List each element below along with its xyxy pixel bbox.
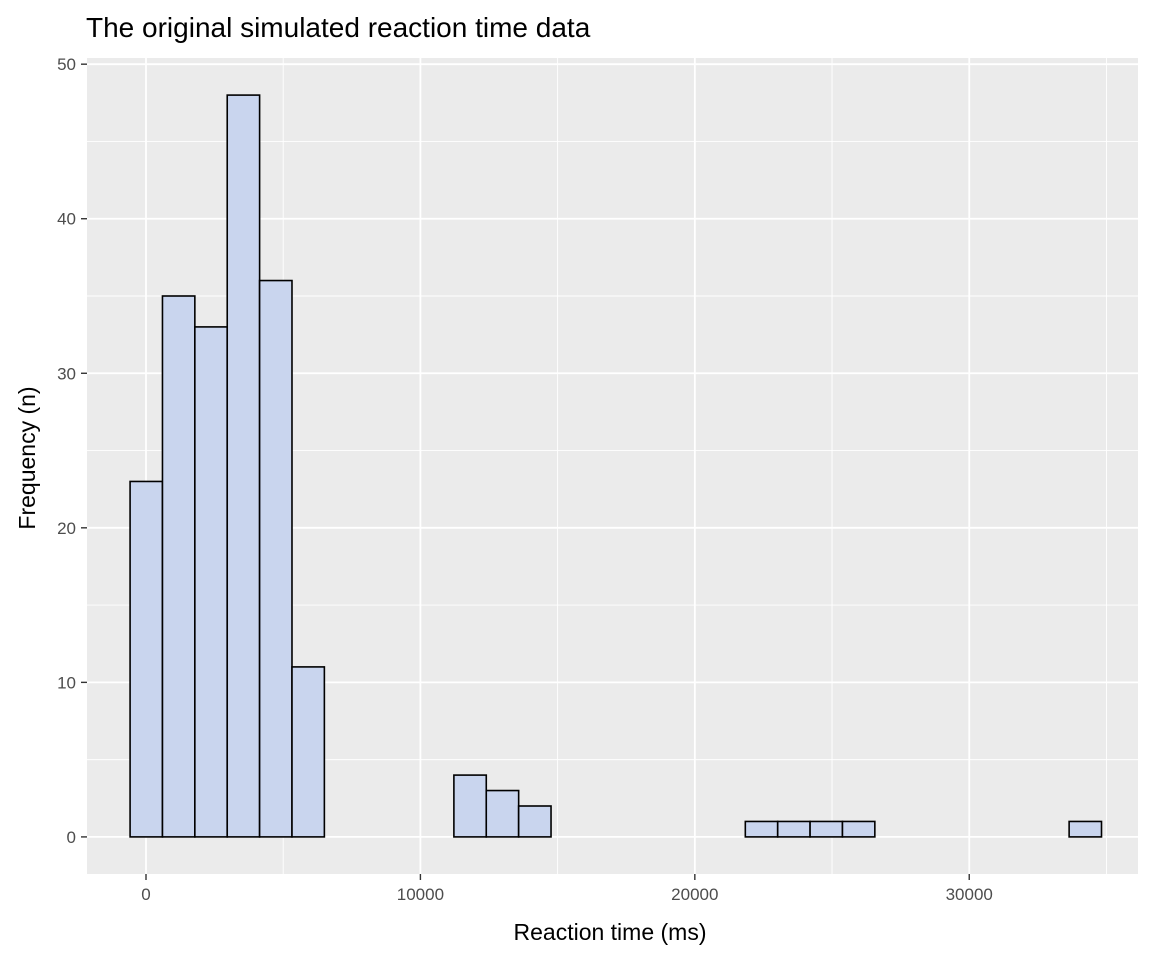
histogram-bar (776, 820, 811, 838)
histogram-bar (258, 279, 293, 838)
y-axis-title: Frequency (n) (14, 386, 40, 529)
histogram-bar (453, 774, 488, 838)
histogram-bar (161, 295, 196, 838)
histogram-bars (129, 94, 1103, 838)
y-tick-label: 30 (57, 364, 76, 383)
y-tick-label: 10 (57, 673, 76, 692)
y-tick-label: 40 (57, 210, 76, 229)
x-tick-label: 10000 (397, 885, 444, 904)
histogram-bar (517, 805, 552, 838)
histogram-bar (841, 820, 876, 838)
histogram-bar (1068, 820, 1103, 838)
y-tick-label: 20 (57, 519, 76, 538)
y-tick-label: 50 (57, 55, 76, 74)
histogram-bar (809, 820, 844, 838)
histogram-bar (194, 326, 229, 838)
x-tick-label: 0 (141, 885, 150, 904)
histogram-bar (226, 94, 261, 838)
y-axis: 0 10 20 30 40 50 (57, 55, 87, 847)
histogram-bar (744, 820, 779, 838)
x-tick-label: 30000 (946, 885, 993, 904)
x-tick-label: 20000 (671, 885, 718, 904)
y-tick-label: 0 (67, 828, 76, 847)
x-axis: 0 10000 20000 30000 (141, 874, 993, 904)
x-axis-title: Reaction time (ms) (514, 919, 707, 945)
histogram-bar (129, 480, 164, 838)
histogram-bar (291, 666, 326, 838)
histogram-bar (485, 789, 520, 838)
chart-title: The original simulated reaction time dat… (86, 12, 591, 43)
